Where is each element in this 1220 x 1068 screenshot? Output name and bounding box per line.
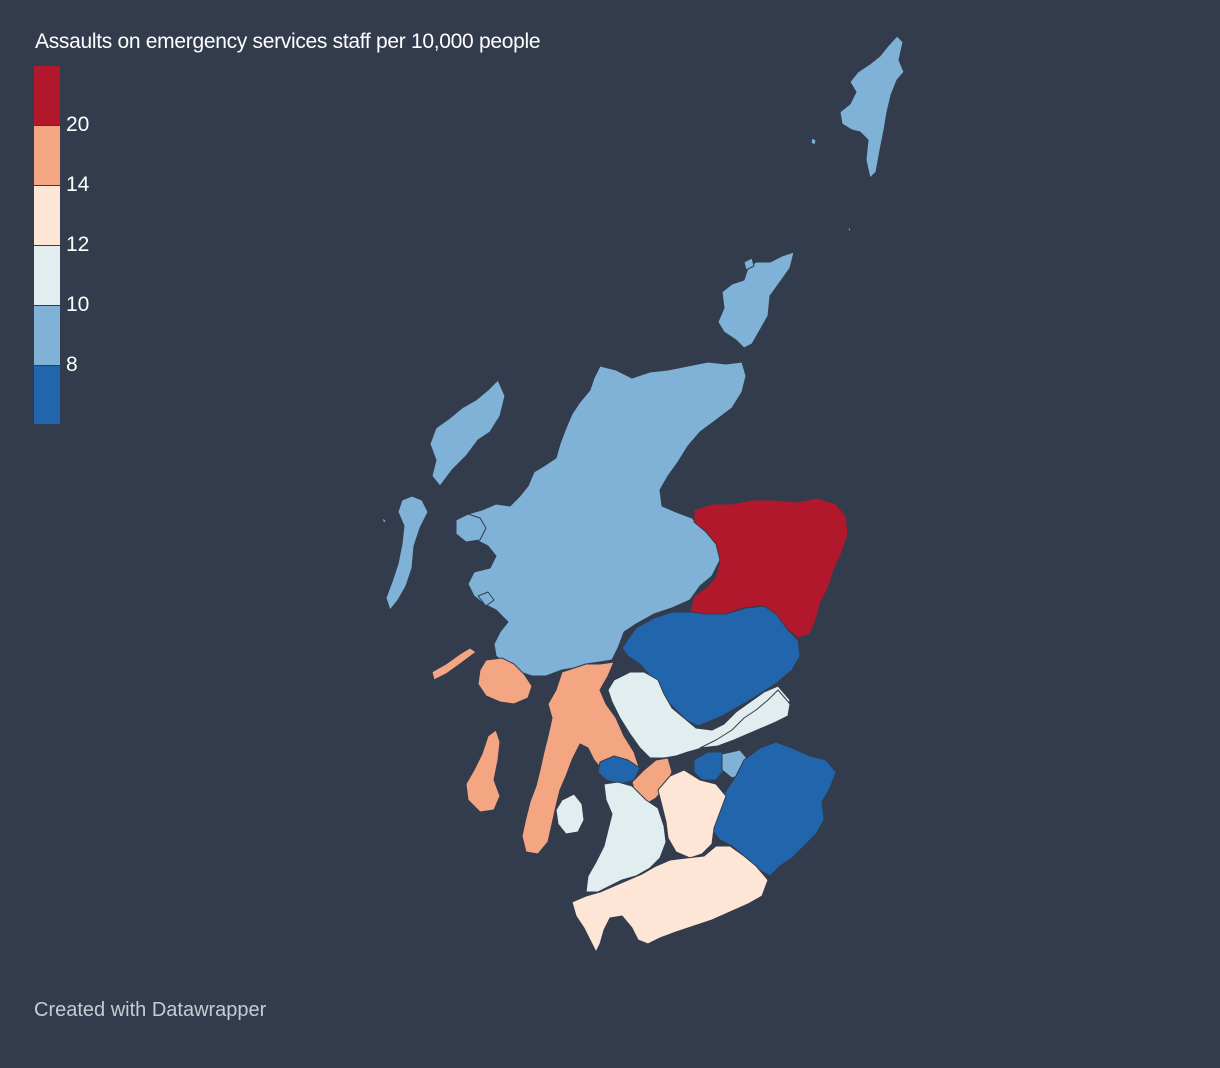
region-orkney[interactable] [717, 251, 795, 349]
credit: Created with Datawrapper [34, 999, 267, 1021]
legend-tick-8 [34, 365, 64, 366]
legend-label-20: 20 [66, 113, 90, 136]
region-skye [455, 513, 487, 543]
region-aberdeenshire[interactable] [689, 497, 849, 639]
legend-label-8: 8 [66, 353, 78, 376]
region-orkney-north [743, 257, 755, 271]
legend-label-12: 12 [66, 233, 90, 256]
region-islay-jura [465, 729, 501, 813]
region-fair-isle [847, 226, 852, 233]
region-arran[interactable] [555, 793, 585, 835]
region-rum [477, 591, 495, 607]
region-st-kilda [381, 517, 387, 525]
region-dumfries-and-galloway[interactable] [571, 845, 769, 953]
color-legend: 20 14 12 10 8 [34, 66, 154, 426]
region-shetland-isle [810, 137, 817, 146]
legend-swatch-4 [34, 246, 60, 306]
legend-label-10: 10 [66, 293, 90, 316]
chart-title: Assaults on emergency services staff per… [35, 30, 541, 53]
region-fife[interactable] [699, 689, 791, 749]
legend-swatch-1 [34, 66, 60, 126]
legend-swatch-3 [34, 186, 60, 246]
legend-swatch-5 [34, 306, 60, 366]
legend-tick-10 [34, 305, 64, 306]
region-south-lanarkshire[interactable] [657, 769, 727, 859]
region-coll-tiree [431, 647, 477, 681]
legend-swatch-2 [34, 126, 60, 186]
region-edinburgh[interactable] [693, 751, 727, 781]
legend-label-14: 14 [66, 173, 90, 196]
legend-tick-12 [34, 245, 64, 246]
region-ayrshire[interactable] [585, 781, 667, 893]
region-western-isles-south [385, 495, 429, 611]
region-mull [477, 657, 533, 705]
region-shetland[interactable] [839, 35, 905, 179]
region-argyll-and-bute[interactable] [521, 661, 641, 855]
legend-swatch-6 [34, 366, 60, 424]
legend-tick-20 [34, 125, 64, 126]
region-western-isles[interactable] [429, 379, 506, 487]
legend-tick-14 [34, 185, 64, 186]
